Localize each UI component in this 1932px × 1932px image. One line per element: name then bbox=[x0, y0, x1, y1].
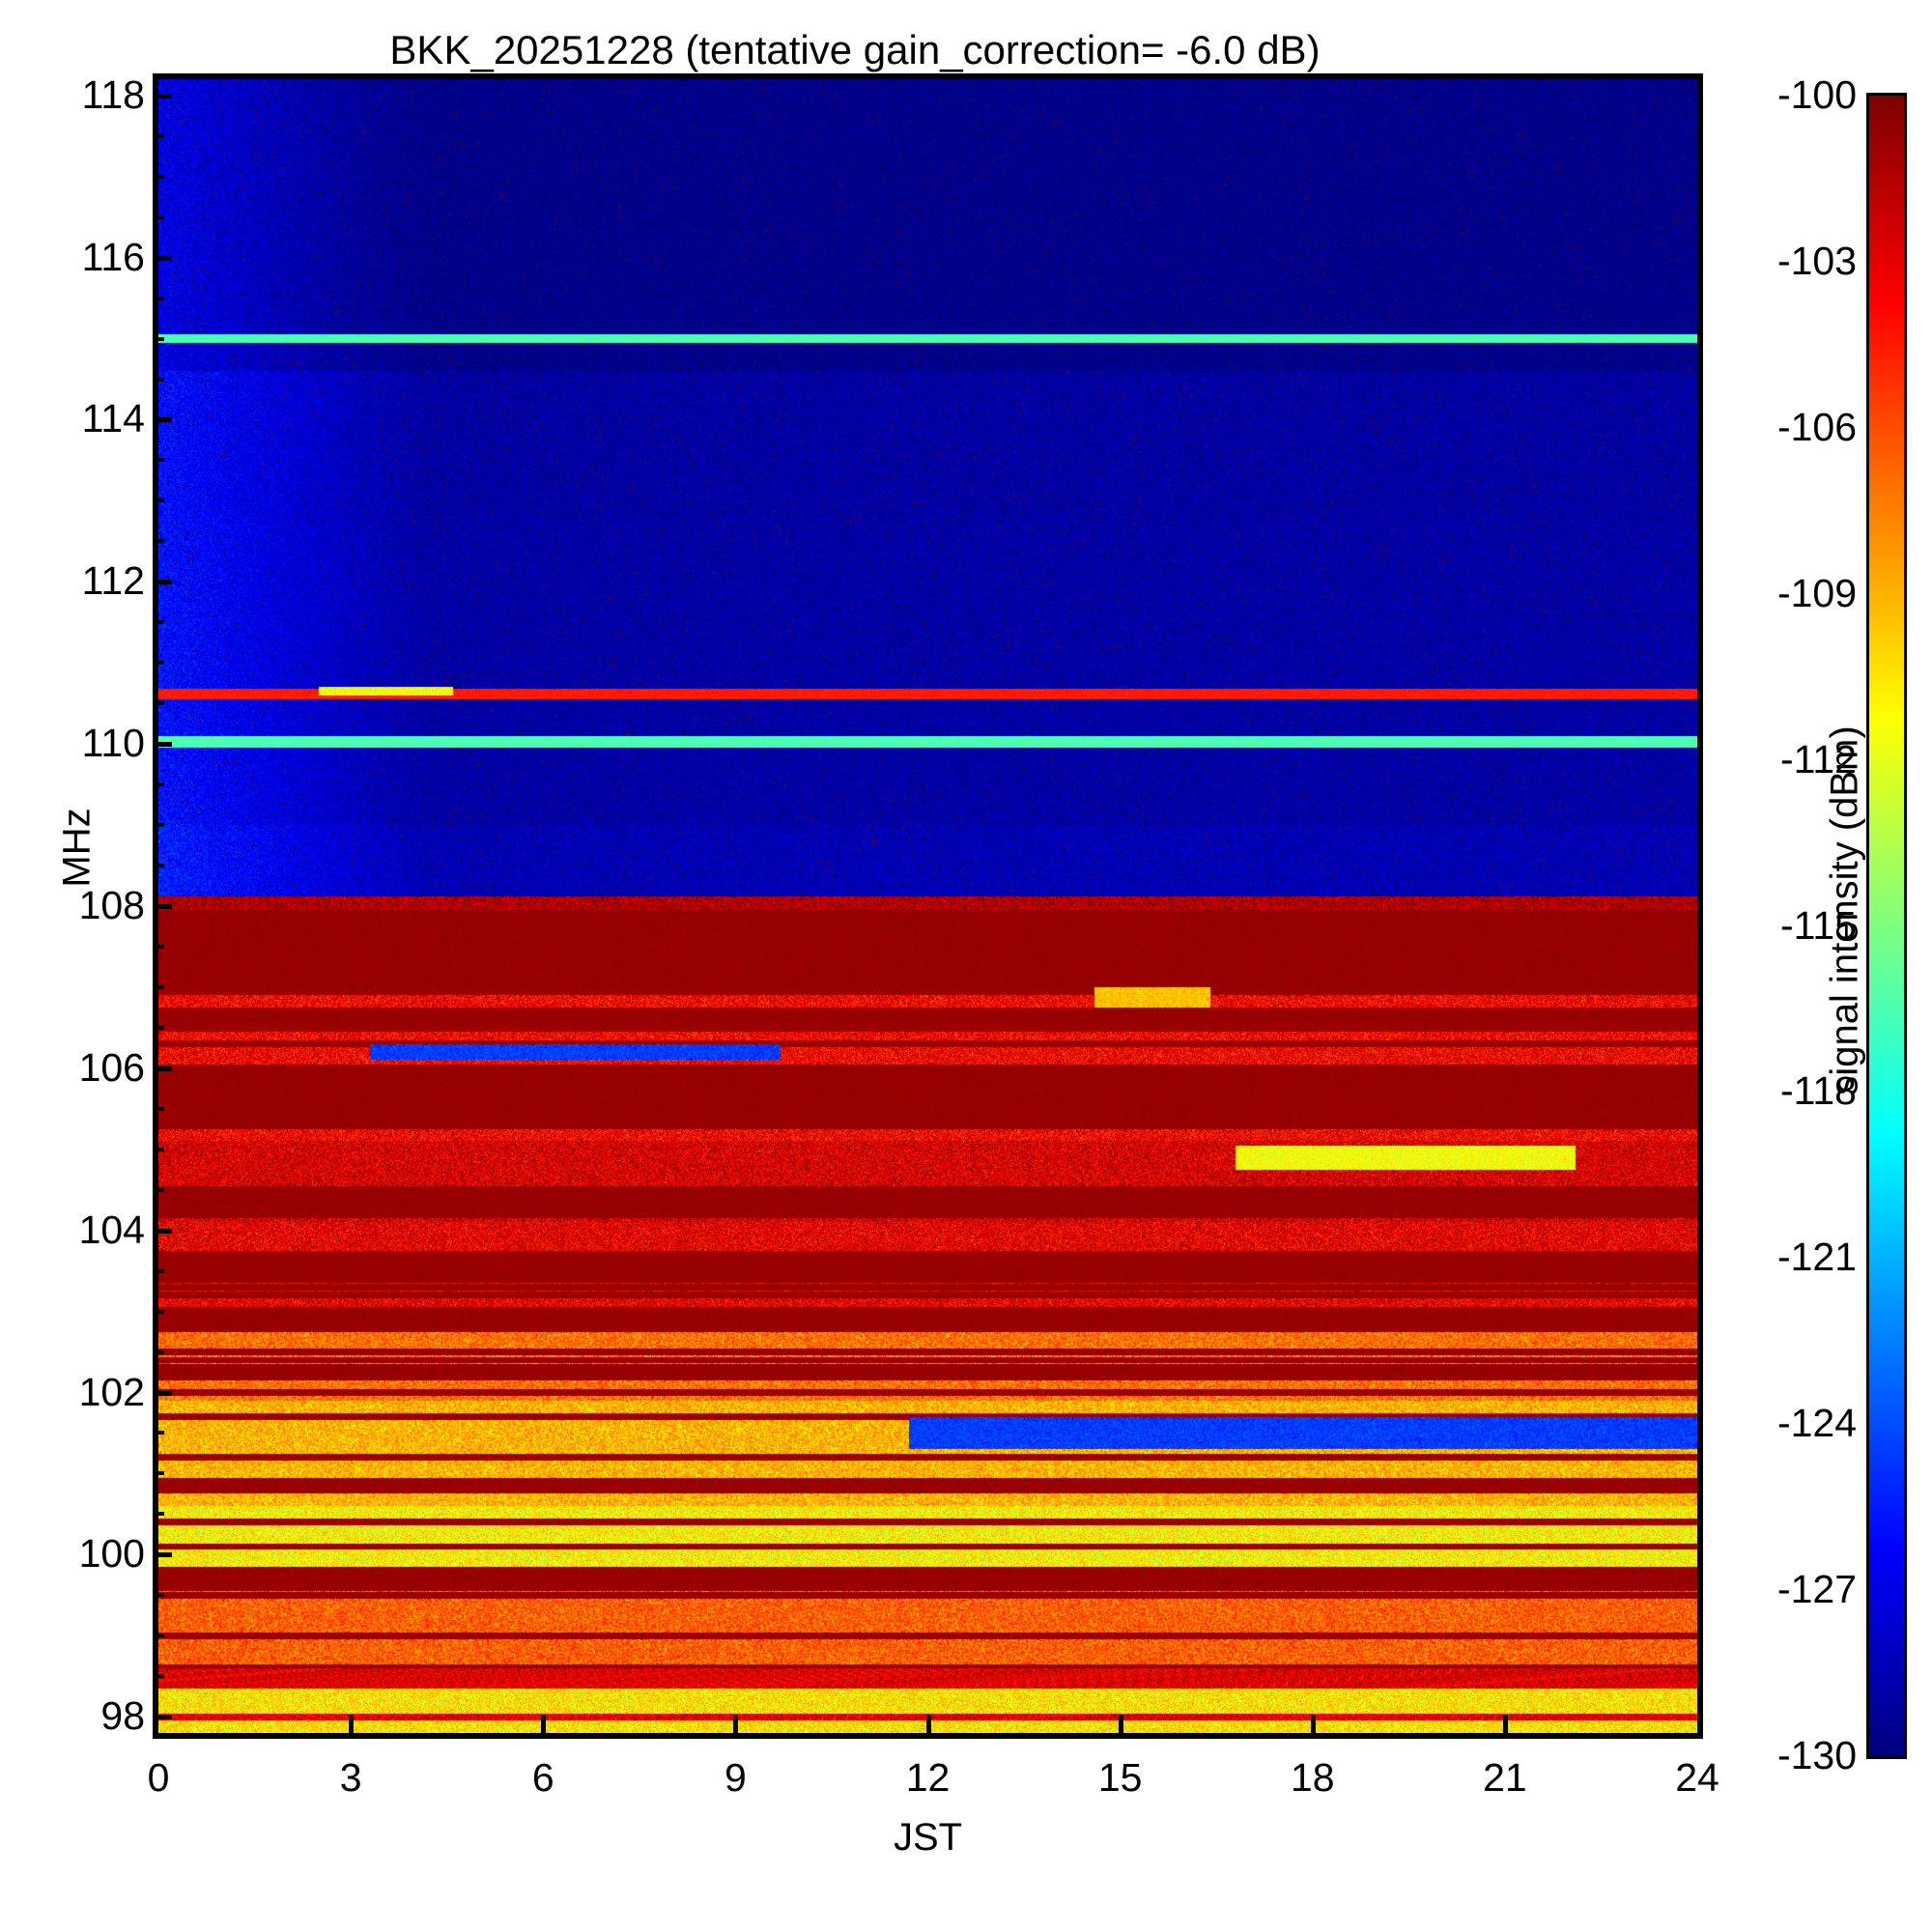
x-tick-label: 9 bbox=[724, 1755, 747, 1800]
y-tick-mark-minor bbox=[153, 1471, 164, 1476]
y-tick-mark bbox=[153, 255, 172, 261]
y-tick-mark-minor bbox=[153, 782, 164, 787]
y-tick-label: 110 bbox=[81, 721, 145, 766]
y-tick-mark-minor bbox=[153, 620, 164, 625]
colorbar-tick-value: -127 bbox=[1776, 1567, 1857, 1612]
y-tick-label: 112 bbox=[81, 558, 145, 604]
colorbar-axis-label: signal intensity (dBm) bbox=[1823, 725, 1866, 1095]
y-tick-mark-minor bbox=[153, 377, 164, 382]
spectrogram-heatmap[interactable] bbox=[158, 79, 1697, 1733]
y-tick-label: 98 bbox=[100, 1693, 145, 1739]
y-tick-mark-minor bbox=[153, 823, 164, 828]
y-tick-mark-minor bbox=[153, 214, 164, 219]
y-tick-mark-minor bbox=[153, 1512, 164, 1517]
colorbar-tick-value: -130 bbox=[1776, 1733, 1857, 1777]
y-tick-label: 108 bbox=[78, 883, 145, 927]
x-tick-mark bbox=[925, 1715, 931, 1734]
colorbar-tick-value: -103 bbox=[1776, 238, 1857, 283]
x-tick-mark bbox=[349, 1715, 355, 1734]
y-tick-label: 118 bbox=[81, 71, 145, 117]
colorbar[interactable] bbox=[1866, 93, 1907, 1759]
y-tick-mark bbox=[153, 1715, 172, 1720]
plot-area[interactable] bbox=[153, 73, 1703, 1739]
y-tick-label: 100 bbox=[78, 1531, 145, 1577]
y-tick-mark bbox=[153, 580, 172, 585]
x-tick-label: 12 bbox=[905, 1755, 951, 1800]
y-axis: 98 100 102 104 106 108 110 112 114 116 118 bbox=[0, 0, 145, 1932]
y-tick-mark-minor bbox=[153, 539, 164, 544]
y-tick-mark-minor bbox=[153, 984, 164, 989]
y-tick-label: 104 bbox=[78, 1207, 145, 1252]
y-tick-mark bbox=[153, 417, 172, 423]
x-tick-mark bbox=[1502, 1715, 1508, 1734]
y-tick-mark-minor bbox=[153, 661, 164, 666]
y-tick-mark-minor bbox=[153, 1634, 164, 1638]
colorbar-tick-value: -124 bbox=[1776, 1401, 1857, 1446]
y-tick-mark bbox=[153, 1228, 172, 1234]
y-tick-mark-minor bbox=[153, 174, 164, 179]
colorbar-tick-value: -118 bbox=[1779, 1068, 1857, 1114]
y-tick-mark-minor bbox=[153, 498, 164, 503]
y-tick-label: 114 bbox=[81, 396, 145, 441]
x-axis-label: JST bbox=[893, 1816, 963, 1859]
x-tick-label: 21 bbox=[1483, 1755, 1527, 1800]
x-tick-label: 24 bbox=[1675, 1755, 1719, 1800]
y-tick-mark bbox=[153, 1552, 172, 1558]
colorbar-tick-value: -109 bbox=[1776, 570, 1857, 615]
y-tick-mark bbox=[153, 1065, 172, 1071]
y-tick-mark-minor bbox=[153, 458, 164, 463]
colorbar-tick-value: -115 bbox=[1779, 902, 1857, 948]
y-tick-mark bbox=[153, 742, 172, 748]
y-tick-mark-minor bbox=[153, 1431, 164, 1435]
colorbar-tick-value: -100 bbox=[1776, 72, 1857, 117]
y-tick-mark bbox=[153, 93, 172, 99]
y-tick-mark-minor bbox=[153, 944, 164, 949]
y-tick-mark-minor bbox=[153, 1350, 164, 1354]
x-tick-mark bbox=[541, 1715, 547, 1734]
y-tick-mark bbox=[153, 1390, 172, 1396]
x-tick-label: 18 bbox=[1290, 1755, 1335, 1800]
x-tick-label: 0 bbox=[147, 1755, 170, 1800]
y-tick-mark-minor bbox=[153, 336, 164, 341]
x-tick-label: 3 bbox=[339, 1755, 362, 1800]
y-tick-mark-minor bbox=[153, 1593, 164, 1598]
y-tick-mark-minor bbox=[153, 1106, 164, 1111]
x-tick-mark bbox=[1118, 1715, 1123, 1734]
y-tick-mark-minor bbox=[153, 1187, 164, 1192]
y-tick-mark-minor bbox=[153, 296, 164, 300]
x-tick-mark bbox=[733, 1715, 739, 1734]
y-tick-label: 106 bbox=[78, 1044, 145, 1090]
y-tick-mark bbox=[153, 904, 172, 909]
colorbar-tick-value: -112 bbox=[1779, 736, 1857, 781]
y-tick-label: 116 bbox=[81, 234, 145, 279]
y-tick-mark-minor bbox=[153, 1268, 164, 1273]
y-axis-label: MHz bbox=[55, 808, 99, 888]
y-tick-mark-minor bbox=[153, 701, 164, 706]
y-tick-mark-minor bbox=[153, 1025, 164, 1030]
colorbar-gradient bbox=[1869, 96, 1904, 1756]
x-tick-label: 15 bbox=[1097, 1755, 1143, 1800]
x-tick-mark bbox=[1310, 1715, 1316, 1734]
y-tick-mark-minor bbox=[153, 864, 164, 868]
colorbar-tick-value: -121 bbox=[1776, 1235, 1857, 1280]
page-title: BKK_20251228 (tentative gain_correction=… bbox=[389, 27, 1321, 72]
y-tick-mark-minor bbox=[153, 1674, 164, 1679]
y-tick-mark-minor bbox=[153, 1309, 164, 1314]
y-tick-label: 102 bbox=[78, 1369, 145, 1414]
colorbar-tick-value: -106 bbox=[1776, 404, 1857, 449]
x-tick-label: 6 bbox=[531, 1755, 554, 1800]
y-tick-mark-minor bbox=[153, 1147, 164, 1151]
y-tick-mark-minor bbox=[153, 133, 164, 138]
